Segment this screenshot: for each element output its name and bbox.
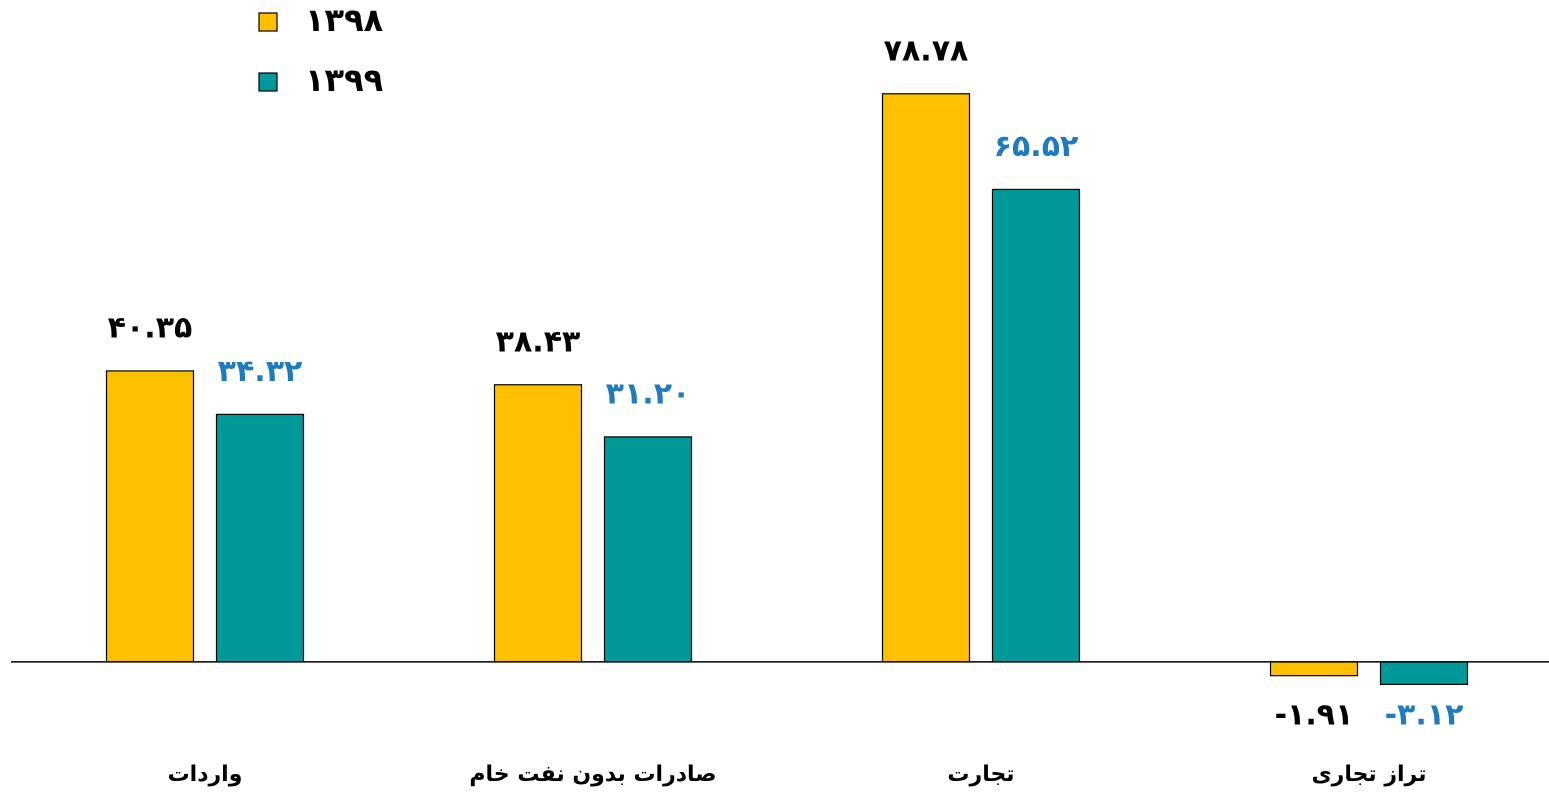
value-label: ۳۴.۳۲ — [218, 354, 303, 389]
bar — [493, 384, 583, 663]
x-tick-label: تراز تجاری — [1311, 762, 1426, 787]
bar — [105, 370, 195, 663]
legend-swatch — [258, 72, 278, 92]
value-label: ۴۰.۳۵ — [108, 310, 193, 345]
bar — [603, 436, 693, 663]
value-label: ۶۵.۵۲ — [994, 129, 1079, 164]
bar — [1269, 661, 1359, 677]
value-label: ۳۱.۲۰ — [606, 376, 691, 411]
bar — [991, 188, 1081, 663]
bar — [215, 413, 305, 663]
legend-label: ۱۳۹۸ — [305, 1, 384, 39]
bar — [1379, 661, 1469, 685]
x-tick-label: واردات — [168, 762, 243, 787]
bar — [881, 93, 971, 663]
value-label: ۷۸.۷۸ — [884, 33, 969, 68]
value-label: ۳۸.۴۳ — [496, 324, 581, 359]
x-tick-label: تجارت — [947, 762, 1014, 787]
legend-label: ۱۳۹۹ — [305, 61, 383, 99]
value-label: -۱.۹۱ — [1275, 697, 1354, 732]
x-tick-label: صادرات بدون نفت خام — [469, 762, 716, 787]
legend-swatch — [258, 12, 278, 32]
value-label: -۳.۱۲ — [1385, 697, 1464, 732]
